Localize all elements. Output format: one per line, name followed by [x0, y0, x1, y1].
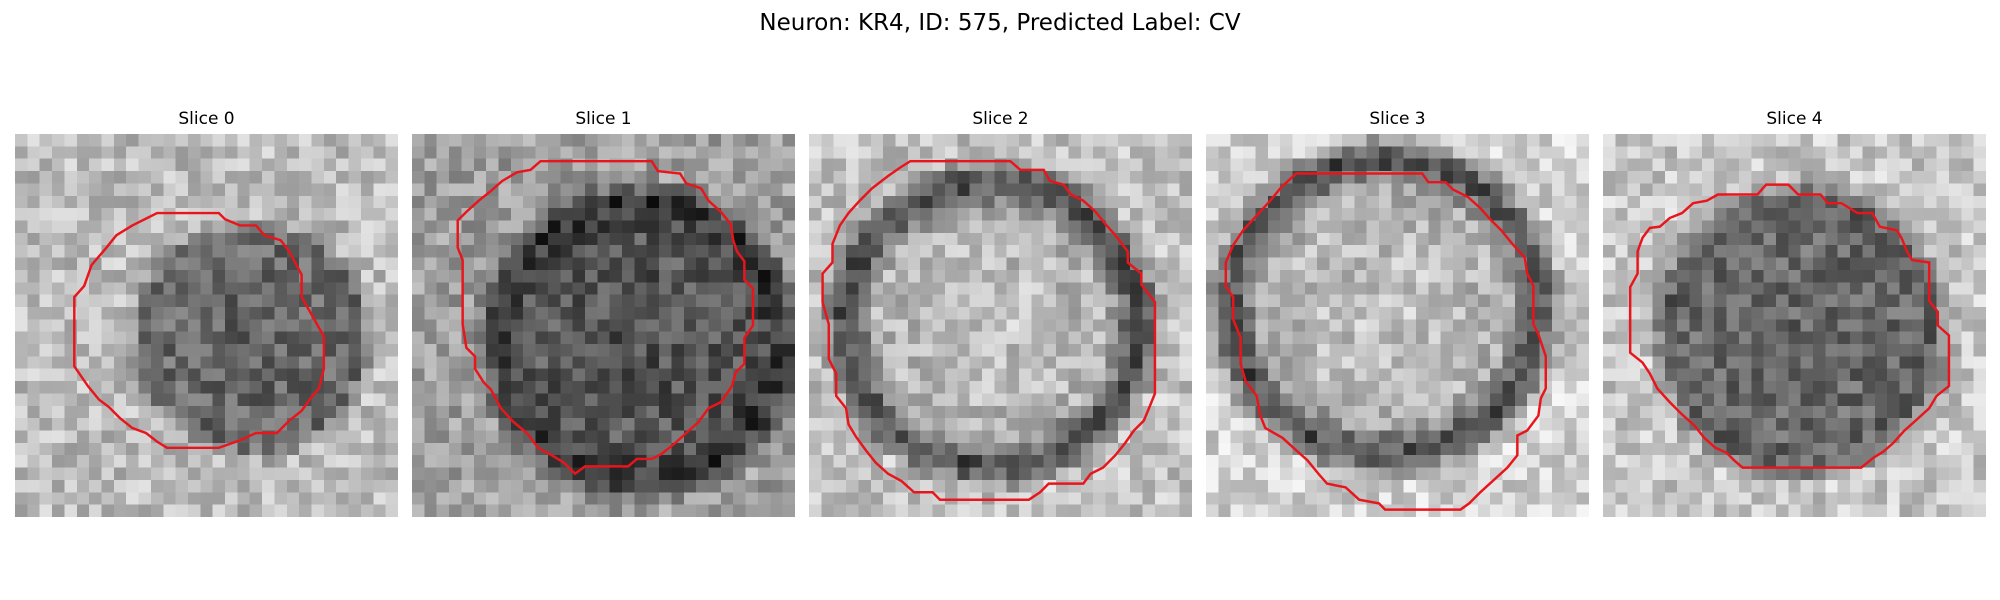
slice-image — [15, 134, 398, 517]
slice-title: Slice 3 — [1369, 109, 1426, 129]
slice-title: Slice 1 — [575, 109, 632, 129]
roi-contour — [821, 159, 1157, 501]
roi-contour — [1628, 183, 1951, 469]
slice-title: Slice 4 — [1766, 109, 1823, 129]
roi-contour — [73, 211, 326, 450]
slice-title: Slice 0 — [178, 109, 235, 129]
roi-contour — [456, 159, 755, 476]
slice-panel-2: Slice 2 — [809, 106, 1192, 522]
slice-title: Slice 2 — [972, 109, 1029, 129]
slice-panel-0: Slice 0 — [15, 106, 398, 522]
slice-image — [1206, 134, 1589, 517]
slice-panel-4: Slice 4 — [1603, 106, 1986, 522]
contour-overlay — [1628, 183, 1951, 469]
figure-title: Neuron: KR4, ID: 575, Predicted Label: C… — [759, 10, 1241, 36]
slice-panel-1: Slice 1 — [412, 106, 795, 522]
slice-panel-3: Slice 3 — [1206, 106, 1589, 522]
contour-overlay — [1224, 172, 1547, 511]
contour-overlay — [456, 159, 755, 476]
contour-overlay — [73, 211, 326, 450]
roi-contour — [1224, 172, 1547, 511]
slice-image — [809, 134, 1192, 517]
slice-image — [412, 134, 795, 517]
contour-overlay — [821, 159, 1157, 501]
slice-image — [1603, 134, 1986, 517]
